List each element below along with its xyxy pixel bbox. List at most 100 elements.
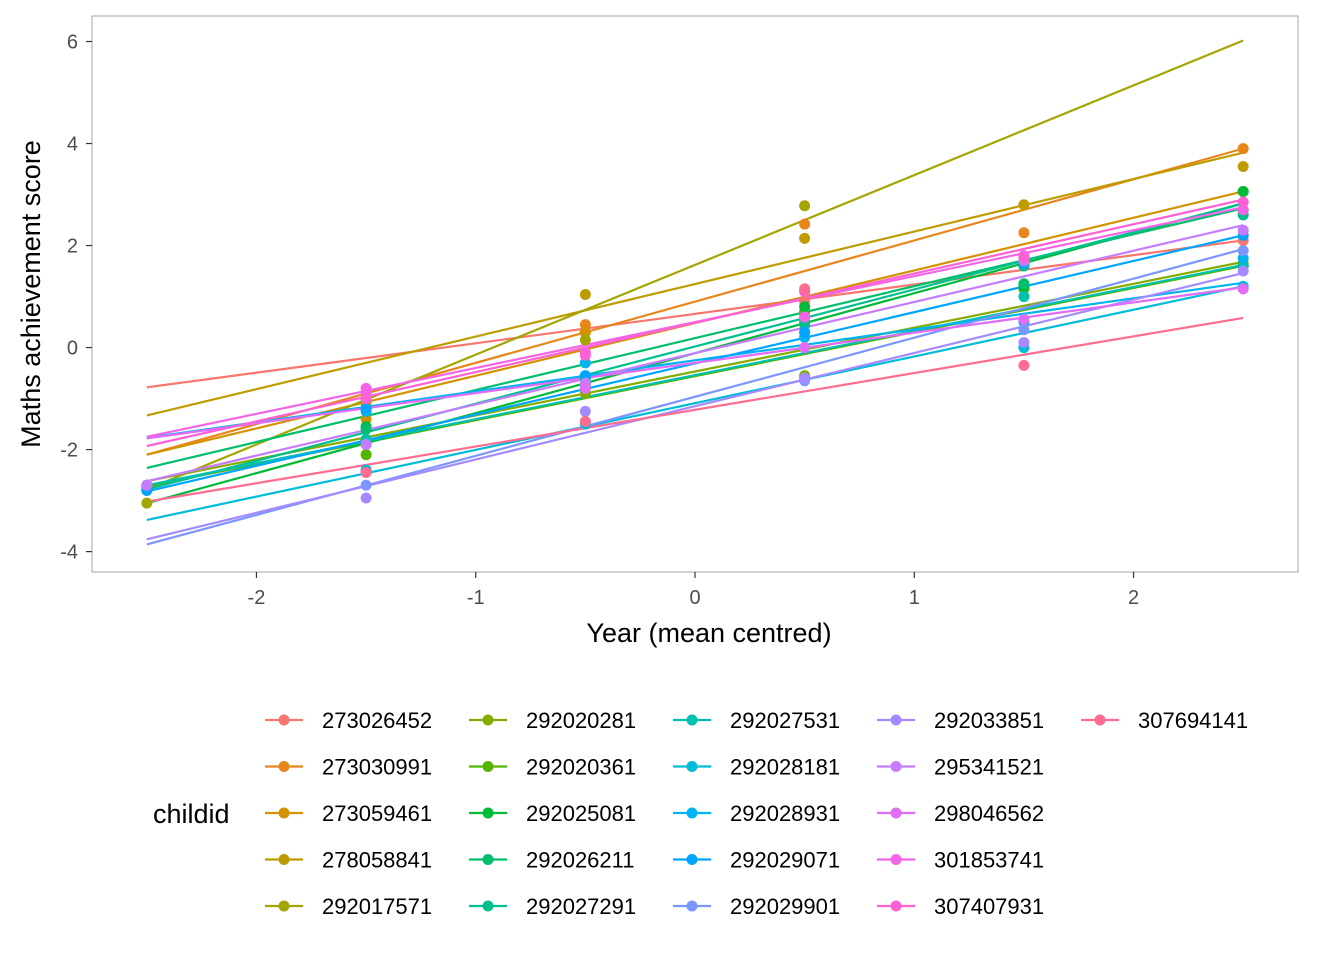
data-point-298046562	[1237, 283, 1249, 295]
data-point-307694141	[799, 283, 811, 295]
data-point-301853741	[799, 311, 811, 323]
x-tick-label: 1	[909, 587, 920, 609]
legend-key-point	[278, 900, 290, 912]
legend-label: 307407931	[934, 894, 1044, 919]
data-point-273059461	[579, 326, 591, 338]
legend-label: 292020281	[526, 708, 636, 733]
legend-key-point	[278, 854, 290, 865]
legend-key-point	[686, 761, 698, 772]
data-point-301853741	[1237, 204, 1249, 216]
legend-label: 273059461	[322, 801, 432, 826]
data-point-307407931	[1237, 196, 1249, 208]
legend-item-295341521: 295341521	[877, 755, 1044, 780]
x-tick-label: -2	[248, 587, 266, 609]
data-point-298046562	[1018, 314, 1030, 326]
data-point-292028931	[1237, 252, 1249, 264]
data-point-292027291	[799, 319, 811, 331]
legend-label: 278058841	[322, 848, 432, 873]
x-tick-label: 2	[1128, 587, 1139, 609]
x-tick-label: 0	[689, 587, 700, 609]
y-tick-label: -2	[60, 440, 78, 462]
data-point-307407931	[579, 349, 591, 361]
data-point-292017571	[579, 334, 591, 346]
legend-item-292028931: 292028931	[673, 801, 840, 826]
data-point-278058841	[579, 289, 591, 301]
series-line-295341521	[146, 224, 1244, 483]
legend-label: 298046562	[934, 801, 1044, 826]
legend-item-273030991: 273030991	[265, 755, 432, 780]
y-axis-title: Maths achievement score	[16, 140, 46, 448]
series-line-292017571	[146, 39, 1244, 491]
data-point-278058841	[1018, 199, 1030, 211]
legend-key-point	[686, 900, 698, 912]
legend-key-point	[686, 807, 698, 819]
data-point-278058841	[799, 232, 811, 244]
legend-title: childid	[153, 799, 230, 829]
plot-panel	[91, 15, 1299, 573]
y-tick-label: 6	[67, 32, 78, 54]
data-point-298046562	[799, 342, 811, 354]
legend-key-point	[890, 761, 902, 772]
legend-item-292028181: 292028181	[673, 755, 840, 780]
legend-key-point	[890, 900, 902, 912]
legend-item-307694141: 307694141	[1081, 708, 1248, 733]
legend-key-point	[482, 761, 494, 772]
series-line-292027291	[146, 202, 1244, 491]
legend-key-point	[1094, 714, 1106, 726]
legend-key-point	[890, 714, 902, 726]
data-point-307694141	[579, 416, 591, 428]
legend-item-292029071: 292029071	[673, 848, 840, 873]
data-point-292029071	[360, 403, 372, 415]
data-point-292033851	[1018, 336, 1030, 348]
data-point-292033851	[799, 372, 811, 384]
legend-item-292027291: 292027291	[469, 894, 636, 919]
legend-label: 292017571	[322, 894, 432, 919]
legend-key-point	[686, 714, 698, 726]
legend-label: 292027531	[730, 708, 840, 733]
data-point-273030991	[799, 218, 811, 230]
data-point-292029071	[579, 370, 591, 382]
series-layer	[141, 39, 1249, 546]
data-point-292027531	[1018, 291, 1030, 303]
series-line-292028931	[146, 281, 1244, 439]
legend-key-point	[890, 807, 902, 819]
data-point-307694141	[360, 467, 372, 479]
data-point-295341521	[360, 438, 372, 450]
data-point-292017571	[799, 200, 811, 212]
data-point-292026211	[1018, 278, 1030, 290]
legend-key-point	[482, 807, 494, 819]
data-point-307407931	[360, 393, 372, 405]
data-point-292017571	[141, 497, 153, 509]
data-point-273030991	[579, 319, 591, 331]
legend-label: 301853741	[934, 848, 1044, 873]
data-point-273030991	[1237, 143, 1249, 155]
legend: 273026452 273030991 273059461 278058841 2920…	[265, 708, 1248, 919]
data-point-292029901	[1237, 245, 1249, 257]
series-line-273030991	[146, 147, 1244, 456]
legend-item-278058841: 278058841	[265, 848, 432, 873]
legend-key-point	[686, 854, 698, 865]
series-line-307407931	[146, 198, 1244, 448]
legend-label: 292020361	[526, 755, 636, 780]
data-point-273059461	[360, 413, 372, 425]
data-point-292029901	[1018, 324, 1030, 336]
legend-label: 292025081	[526, 801, 636, 826]
data-point-307407931	[1018, 252, 1030, 264]
series-line-292033851	[146, 272, 1244, 541]
series-line-298046562	[146, 286, 1244, 440]
legend-item-292020281: 292020281	[469, 708, 636, 733]
data-point-292025081	[1237, 185, 1249, 197]
legend-label: 292028931	[730, 801, 840, 826]
legend-label: 292026211	[526, 848, 635, 873]
legend-key-point	[278, 714, 290, 726]
data-point-292026211	[360, 423, 372, 435]
y-tick-label: 2	[67, 236, 78, 258]
legend-label: 307694141	[1138, 708, 1248, 733]
data-point-295341521	[141, 479, 153, 491]
data-point-292025081	[799, 301, 811, 313]
legend-item-292025081: 292025081	[469, 801, 636, 826]
series-line-292028181	[146, 285, 1244, 522]
legend-key-point	[278, 761, 290, 772]
data-point-292033851	[360, 492, 372, 504]
